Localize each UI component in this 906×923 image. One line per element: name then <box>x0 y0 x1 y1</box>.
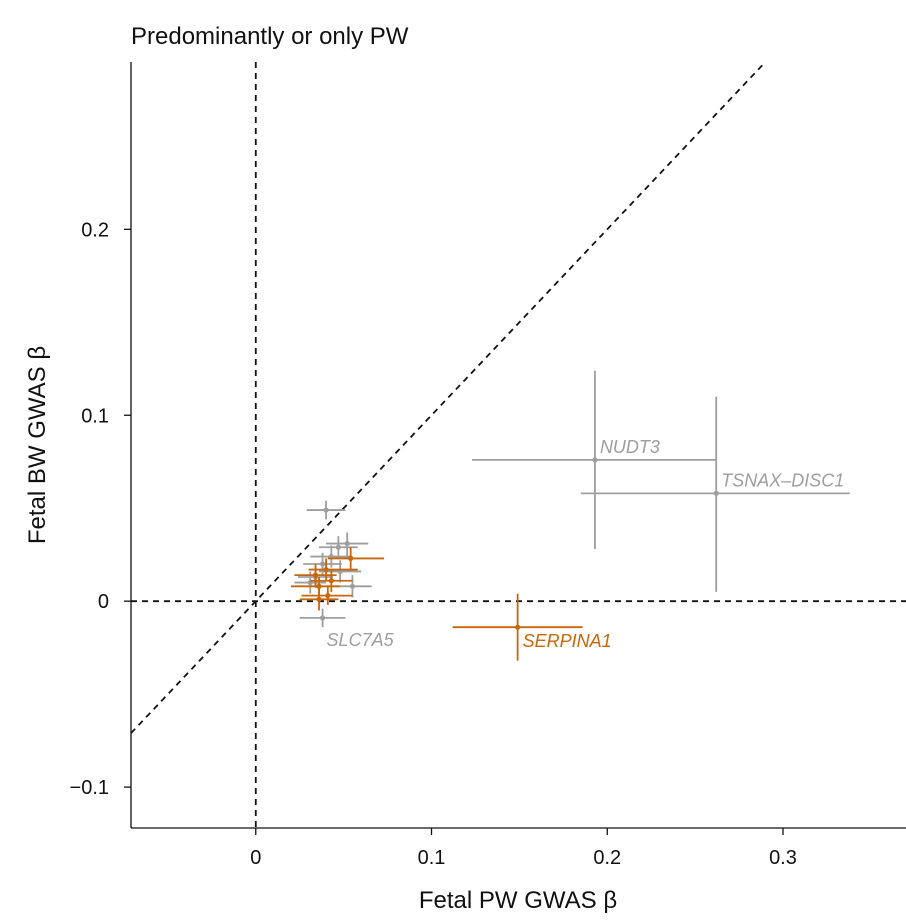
data-point <box>515 624 521 630</box>
point-label: NUDT3 <box>600 437 660 457</box>
x-axis-label: Fetal PW GWAS β <box>419 887 617 914</box>
point-label: SERPINA1 <box>523 631 612 651</box>
data-point-group <box>471 370 717 550</box>
reference-line-identity <box>130 61 767 734</box>
x-axis-ticks: 0 0.1 0.2 0.3 <box>250 828 797 869</box>
data-point <box>323 507 329 513</box>
data-point-group <box>299 588 339 611</box>
data-point-group <box>310 569 353 592</box>
y-tick-label: 0.2 <box>81 219 109 241</box>
data-point <box>319 615 326 621</box>
data-point <box>319 561 326 567</box>
x-tick-label: 0.3 <box>769 847 797 869</box>
data-point-group <box>319 536 358 559</box>
data-point-group <box>308 558 358 581</box>
data-point-group <box>303 552 342 576</box>
chart-title: Predominantly or only PW <box>131 23 409 50</box>
data-point <box>316 583 322 589</box>
data-point <box>335 544 341 550</box>
y-axis-label: Fetal BW GWAS β <box>24 346 51 544</box>
data-point <box>592 457 598 463</box>
y-tick-label: −0.1 <box>70 777 109 799</box>
x-tick-label: 0.2 <box>593 847 621 869</box>
data-point-group <box>452 593 583 661</box>
data-point <box>348 555 354 562</box>
y-tick-label: 0 <box>98 591 109 613</box>
data-point <box>316 596 322 602</box>
data-point-group <box>299 608 346 628</box>
data-point-group <box>326 532 369 557</box>
data-point-group <box>580 396 850 592</box>
y-axis-ticks: −0.1 0 0.1 0.2 <box>70 219 131 799</box>
data-point-group <box>301 586 353 605</box>
data-point <box>713 490 719 496</box>
data-point <box>344 540 350 547</box>
data-point-group <box>327 547 385 570</box>
point-label: TSNAX–DISC1 <box>721 470 844 490</box>
point-label: SLC7A5 <box>327 630 395 650</box>
data-point <box>323 566 329 573</box>
y-tick-label: 0.1 <box>81 405 109 427</box>
data-point <box>312 572 319 578</box>
data-point <box>349 583 356 589</box>
x-tick-label: 0.1 <box>418 847 446 869</box>
data-point-group <box>294 563 337 587</box>
data-point-group <box>306 500 346 520</box>
data-point <box>325 592 331 599</box>
data-point <box>328 578 334 584</box>
x-tick-label: 0 <box>250 847 261 869</box>
plot-area: SLC7A5 NUDT3 TSNAX–DISC1 SERPINA1 <box>130 61 906 828</box>
